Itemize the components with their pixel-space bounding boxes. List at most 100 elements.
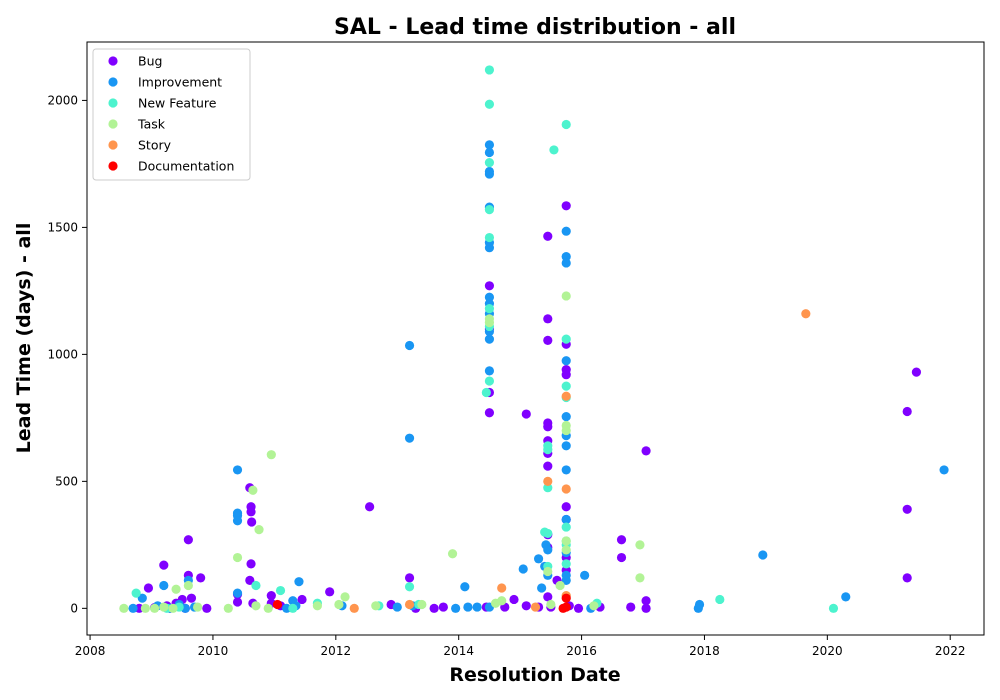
data-point [497, 583, 507, 593]
data-point [537, 583, 547, 593]
x-axis: 2008 2010 2012 2014 2016 2018 2020 2022 [75, 635, 966, 658]
data-point [561, 536, 571, 546]
data-point [128, 603, 138, 613]
chart-title: SAL - Lead time distribution - all [334, 15, 736, 40]
x-tick-label: 2018 [689, 644, 720, 658]
data-point [294, 577, 304, 587]
x-axis-label: Resolution Date [449, 664, 620, 686]
data-point [561, 593, 571, 603]
data-point [555, 580, 565, 591]
data-point [404, 573, 415, 583]
y-tick-label: 500 [55, 474, 78, 488]
data-point [561, 441, 571, 451]
data-point [561, 514, 571, 525]
data-point [694, 599, 705, 610]
data-point [245, 575, 255, 585]
data-point [641, 446, 651, 456]
data-point [543, 461, 553, 471]
data-point [248, 485, 258, 495]
data-point [463, 602, 473, 612]
data-point [143, 583, 154, 593]
data-point [518, 564, 528, 574]
data-point [543, 545, 553, 555]
legend: Bug Improvement New Feature Task Story Docume… [92, 48, 251, 181]
data-point [140, 603, 150, 613]
data-point [472, 602, 482, 612]
data-point [543, 528, 553, 539]
data-point [561, 334, 571, 344]
legend-label: Bug [138, 54, 162, 69]
data-point [192, 602, 203, 612]
data-point [119, 603, 129, 613]
y-tick-label: 2000 [47, 93, 78, 107]
data-point [543, 335, 553, 346]
data-point [232, 552, 243, 563]
legend-label: Improvement [138, 75, 222, 90]
data-point [365, 502, 375, 512]
data-point [616, 552, 627, 563]
data-point [549, 145, 559, 155]
data-point [758, 550, 768, 560]
data-point [159, 560, 169, 570]
data-point [543, 592, 553, 602]
data-point [404, 582, 415, 592]
plot-frame [86, 41, 985, 636]
y-tick-label: 0 [70, 601, 78, 615]
data-point [939, 465, 949, 475]
data-point [641, 603, 651, 613]
data-point [247, 517, 257, 527]
data-point [484, 65, 495, 75]
data-point [616, 535, 627, 545]
data-point [635, 573, 645, 583]
data-point [183, 535, 193, 545]
data-point [451, 603, 461, 613]
x-tick-label: 2022 [935, 644, 966, 658]
data-point [521, 601, 531, 611]
data-point [561, 559, 571, 569]
data-point [561, 119, 571, 130]
data-point [589, 601, 599, 611]
data-point [561, 545, 571, 555]
data-point [429, 603, 439, 613]
legend-marker [108, 56, 118, 66]
x-tick-label: 2014 [443, 644, 474, 658]
data-point [481, 387, 491, 398]
data-point [635, 540, 645, 550]
data-point [715, 594, 725, 605]
data-point [561, 465, 571, 475]
x-tick-label: 2012 [321, 644, 352, 658]
data-point [530, 602, 541, 612]
legend-label: Task [137, 117, 166, 132]
data-point [460, 582, 470, 592]
x-tick-label: 2010 [198, 644, 229, 658]
data-point [246, 559, 256, 569]
data-point [334, 599, 344, 610]
legend-box [92, 48, 251, 181]
legend-label: New Feature [138, 96, 217, 111]
data-point [509, 594, 519, 605]
data-point [232, 516, 243, 526]
x-tick-label: 2016 [566, 644, 597, 658]
data-point [641, 596, 651, 606]
y-axis: 0 500 1000 1500 2000 [47, 93, 87, 615]
data-point [251, 580, 261, 591]
data-point [841, 592, 851, 602]
data-point [561, 411, 571, 422]
data-point [543, 566, 553, 577]
data-point [484, 140, 495, 150]
data-point [561, 201, 571, 211]
x-tick-label: 2008 [75, 644, 106, 658]
data-point [275, 585, 286, 596]
series-task [119, 291, 645, 613]
data-point [171, 584, 181, 594]
data-point [202, 603, 212, 613]
data-point [484, 334, 495, 344]
legend-marker [108, 140, 118, 150]
data-point [325, 587, 335, 597]
data-point [484, 292, 495, 302]
data-point [159, 602, 169, 612]
data-point [183, 580, 193, 591]
data-point [266, 450, 276, 460]
data-point [484, 281, 495, 291]
plot-points [119, 65, 949, 613]
